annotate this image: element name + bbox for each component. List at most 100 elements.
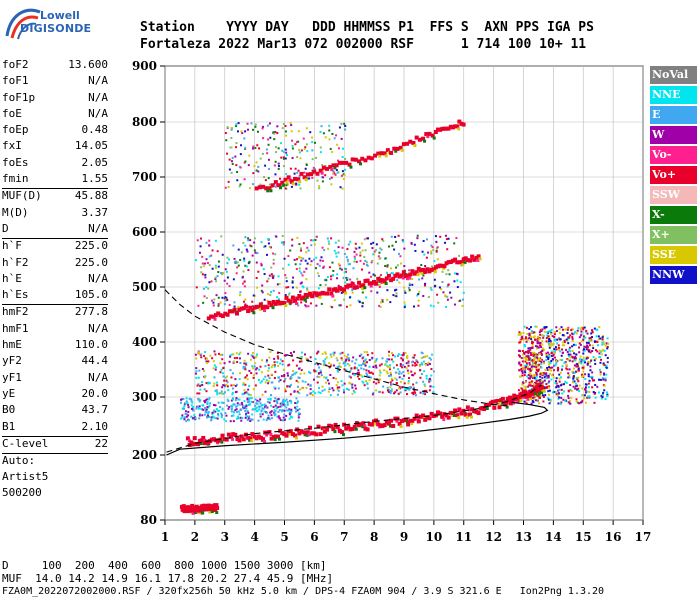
echo-point (529, 348, 532, 351)
echo-point (542, 334, 545, 337)
echo-point (195, 286, 198, 289)
echo-point (548, 372, 551, 375)
echo-point (580, 401, 583, 404)
echo-point (320, 125, 323, 128)
trace-point (519, 398, 523, 402)
echo-point (388, 358, 391, 361)
echo-point (247, 128, 250, 131)
echo-point (360, 364, 363, 367)
echo-point (256, 286, 259, 289)
echo-point (206, 357, 209, 360)
echo-point (291, 373, 294, 376)
echo-point (353, 257, 356, 260)
echo-point (254, 368, 257, 371)
echo-point (320, 374, 323, 377)
echo-point (599, 358, 602, 361)
model-trace-dashed (166, 384, 542, 453)
echo-point (348, 263, 351, 266)
echo-point (247, 237, 250, 240)
echo-point (230, 160, 233, 163)
echo-point (279, 405, 282, 408)
echo-point (232, 361, 235, 364)
y-tick-label: 500 (132, 280, 157, 294)
echo-point (267, 242, 270, 245)
echo-point (441, 270, 444, 273)
trace-point (410, 422, 414, 426)
trace-point (386, 421, 391, 426)
echo-point (358, 246, 361, 249)
echo-point (351, 291, 354, 294)
echo-point (277, 376, 280, 379)
echo-point (569, 353, 572, 356)
echo-point (365, 361, 368, 364)
echo-point (397, 392, 400, 395)
echo-point (404, 351, 407, 354)
echo-point (387, 245, 390, 248)
echo-point (284, 294, 287, 297)
echo-point (238, 398, 241, 401)
trace-point (314, 291, 319, 296)
echo-point (239, 409, 242, 412)
echo-point (231, 397, 234, 400)
echo-point (519, 339, 522, 342)
echo-point (551, 391, 554, 394)
echo-point (342, 391, 345, 394)
echo-point (540, 352, 543, 355)
trace-point (258, 435, 263, 440)
echo-point (546, 397, 549, 400)
trace-point (186, 505, 191, 510)
trace-point (305, 433, 309, 437)
echo-point (263, 176, 266, 179)
echo-point (234, 384, 237, 387)
echo-point (525, 357, 528, 360)
echo-point (599, 361, 602, 364)
trace-point (461, 257, 466, 262)
echo-point (338, 264, 341, 267)
echo-point (548, 363, 551, 366)
echo-point (550, 369, 553, 372)
echo-point (551, 343, 554, 346)
echo-point (244, 416, 247, 419)
echo-point (215, 408, 218, 411)
echo-point (286, 183, 289, 186)
echo-point (227, 186, 230, 189)
echo-point (255, 407, 258, 410)
echo-point (206, 262, 209, 265)
trace-point (455, 124, 460, 129)
echo-point (292, 359, 295, 362)
echo-point (604, 398, 607, 401)
trace-point (423, 139, 427, 143)
trace-point (354, 427, 358, 431)
echo-point (204, 273, 207, 276)
echo-point (386, 298, 389, 301)
trace-point (316, 424, 321, 429)
echo-point (432, 249, 435, 252)
echo-point (314, 238, 317, 241)
echo-point (283, 409, 286, 412)
trace-point (282, 432, 287, 437)
echo-point (340, 357, 343, 360)
echo-point (277, 406, 280, 409)
echo-point (270, 414, 273, 417)
echo-point (560, 354, 563, 357)
echo-point (574, 344, 577, 347)
echo-point (327, 240, 330, 243)
echo-point (247, 269, 250, 272)
param-row: M(D) 3.37 (2, 206, 108, 222)
echo-point (378, 304, 381, 307)
echo-point (252, 367, 255, 370)
echo-point (276, 283, 279, 286)
trace-point (408, 276, 412, 280)
echo-point (187, 410, 190, 413)
echo-point (548, 346, 551, 349)
echo-point (341, 246, 344, 249)
echo-point (551, 358, 554, 361)
echo-point (587, 348, 590, 351)
echo-point (226, 398, 229, 401)
echo-point (299, 187, 302, 190)
echo-point (578, 351, 581, 354)
echo-point (431, 353, 434, 356)
trace-point (404, 274, 408, 279)
echo-point (333, 351, 336, 354)
echo-point (317, 287, 320, 290)
